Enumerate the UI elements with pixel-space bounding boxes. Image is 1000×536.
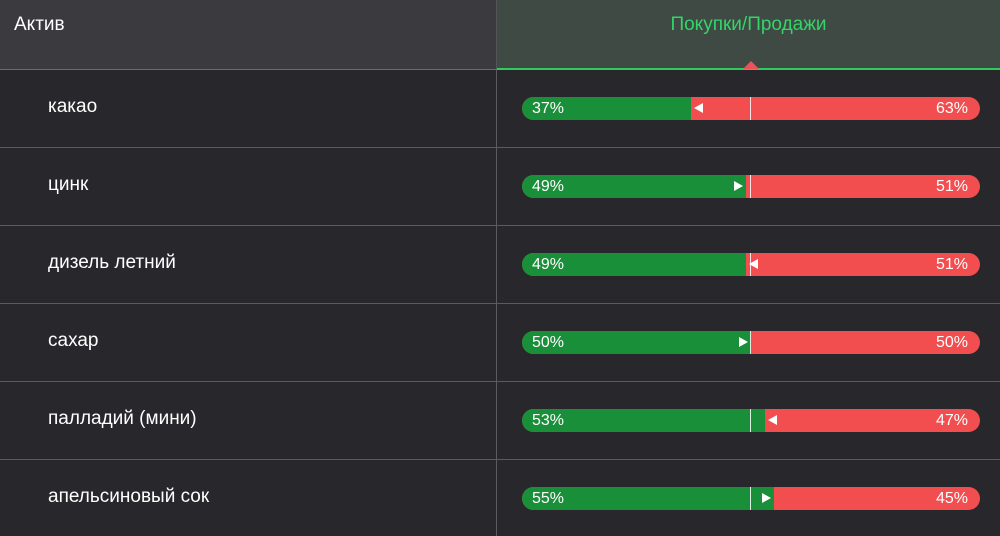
sell-percent: 63%	[935, 100, 968, 117]
sentiment-bar: 49% 51%	[522, 253, 980, 276]
arrow-left-icon	[749, 259, 758, 269]
buy-fill	[522, 97, 691, 120]
table-row[interactable]: сахар 50% 50%	[0, 304, 1000, 382]
sentiment-bar: 37% 63%	[522, 97, 980, 120]
asset-name: цинк	[48, 174, 89, 195]
column-divider	[496, 70, 497, 148]
midpoint-marker	[750, 97, 751, 120]
buy-sell-column-header[interactable]: Покупки/Продажи	[497, 0, 1000, 70]
table-row[interactable]: цинк 49% 51%	[0, 148, 1000, 226]
buy-percent: 49%	[532, 178, 565, 195]
buy-fill	[522, 253, 746, 276]
arrow-right-icon	[734, 181, 743, 191]
asset-name: дизель летний	[48, 252, 176, 273]
arrow-left-icon	[694, 103, 703, 113]
sentiment-bar: 55% 45%	[522, 487, 980, 510]
arrow-left-icon	[768, 415, 777, 425]
column-divider	[496, 382, 497, 460]
sentiment-bar: 50% 50%	[522, 331, 980, 354]
buy-fill	[522, 175, 746, 198]
buy-percent: 49%	[532, 256, 565, 273]
table-header: Актив Покупки/Продажи	[0, 0, 1000, 70]
asset-name: палладий (мини)	[48, 408, 197, 429]
column-divider	[496, 148, 497, 226]
sell-percent: 47%	[935, 412, 968, 429]
table-row[interactable]: какао 37% 63%	[0, 70, 1000, 148]
arrow-right-icon	[762, 493, 771, 503]
midpoint-marker	[750, 409, 751, 432]
sell-percent: 51%	[935, 178, 968, 195]
asset-name: апельсиновый сок	[48, 486, 210, 507]
asset-column-label: Актив	[14, 14, 65, 35]
buy-percent: 50%	[532, 334, 565, 351]
buy-fill	[522, 409, 765, 432]
asset-name: какао	[48, 96, 98, 117]
buy-percent: 55%	[532, 490, 565, 507]
buy-fill	[522, 331, 751, 354]
buy-sell-column-label: Покупки/Продажи	[670, 14, 827, 35]
column-divider	[496, 460, 497, 536]
sell-percent: 50%	[935, 334, 968, 351]
column-divider	[496, 304, 497, 382]
buy-fill	[522, 487, 774, 510]
asset-column-header[interactable]: Актив	[0, 0, 497, 69]
midpoint-marker	[750, 175, 751, 198]
buy-percent: 53%	[532, 412, 565, 429]
column-divider	[496, 226, 497, 304]
header-divider	[0, 69, 497, 70]
table-row[interactable]: апельсиновый сок 55% 45%	[0, 460, 1000, 536]
sell-percent: 51%	[935, 256, 968, 273]
buy-percent: 37%	[532, 100, 565, 117]
midpoint-marker	[750, 487, 751, 510]
sort-indicator-icon	[743, 61, 759, 69]
sentiment-bar: 53% 47%	[522, 409, 980, 432]
arrow-right-icon	[739, 337, 748, 347]
table-row[interactable]: палладий (мини) 53% 47%	[0, 382, 1000, 460]
sentiment-bar: 49% 51%	[522, 175, 980, 198]
midpoint-marker	[750, 331, 751, 354]
table-row[interactable]: дизель летний 49% 51%	[0, 226, 1000, 304]
sell-percent: 45%	[935, 490, 968, 507]
asset-name: сахар	[48, 330, 99, 351]
